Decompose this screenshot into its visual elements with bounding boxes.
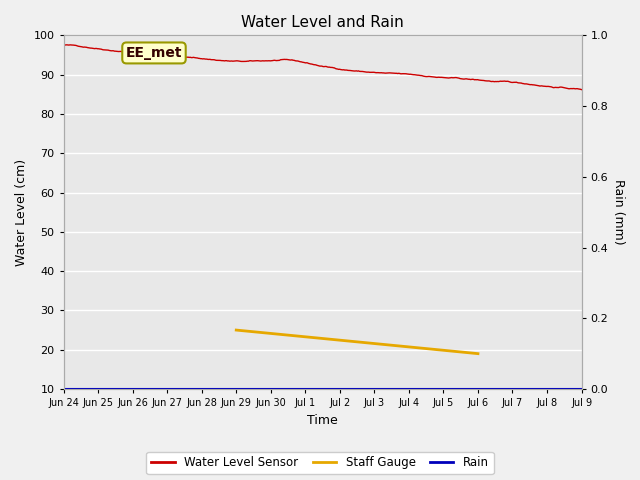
Legend: Water Level Sensor, Staff Gauge, Rain: Water Level Sensor, Staff Gauge, Rain bbox=[147, 452, 493, 474]
Title: Water Level and Rain: Water Level and Rain bbox=[241, 15, 404, 30]
Y-axis label: Water Level (cm): Water Level (cm) bbox=[15, 158, 28, 266]
Y-axis label: Rain (mm): Rain (mm) bbox=[612, 180, 625, 245]
Text: EE_met: EE_met bbox=[125, 46, 182, 60]
X-axis label: Time: Time bbox=[307, 414, 338, 427]
